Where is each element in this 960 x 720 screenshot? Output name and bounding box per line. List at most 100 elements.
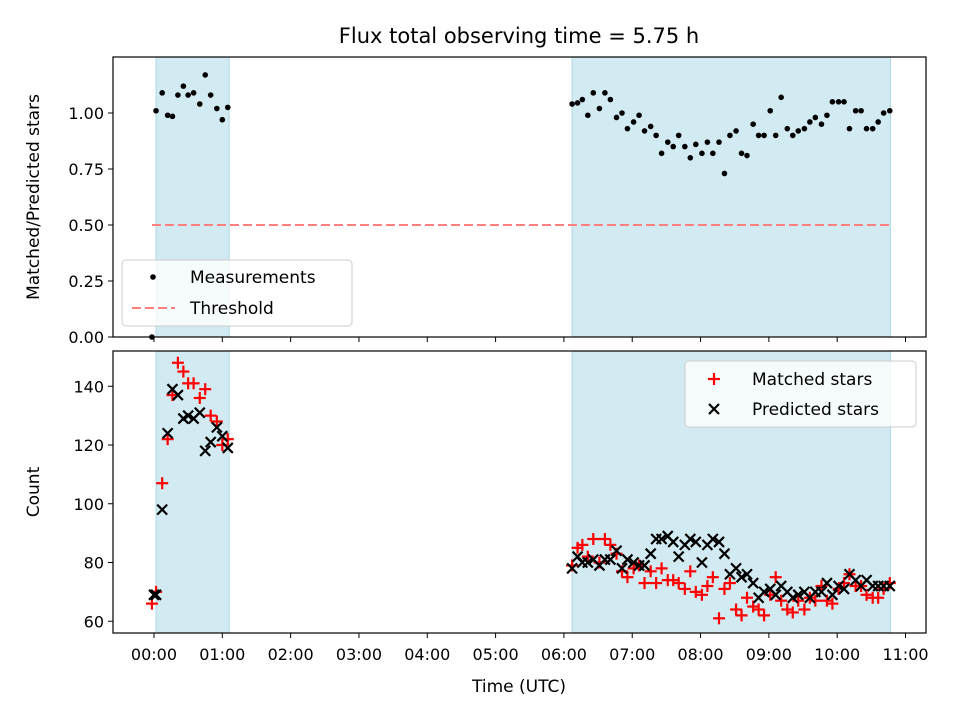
predicted-star-point [769,589,782,601]
bottom-panel: 60 80 100 120 140 00:00 01:00 02:00 03:00 04:00 0… [24,350,929,697]
measurement-point [613,114,620,121]
measurement-point [835,99,842,105]
measurement-point [812,114,819,121]
predicted-star-point [758,586,770,598]
x-tick-label: 08:00 [677,645,723,664]
bottom-y-tick-label: 120 [73,436,104,455]
matched-star-point [678,582,691,595]
measurement-point [721,170,728,177]
measurement-point [716,139,722,145]
matched-star-point [177,365,190,378]
x-tick-label: 04:00 [404,645,450,664]
measurement-point [738,150,745,157]
measurement-point [789,132,796,139]
top-axes-frame [112,56,927,338]
measurement-point [807,119,813,125]
predicted-star-point [815,586,828,598]
top-y-axis-label: Matched/Predicted stars [24,94,44,300]
predicted-star-point [627,556,640,569]
predicted-star-point [707,533,719,545]
matched-star-point [621,571,634,584]
top-panel: 0.00 0.25 0.50 0.75 1.00 Matched/Predicted s… [24,56,927,347]
legend-measurements-label: Measurements [190,268,316,288]
bottom-y-tick-label: 60 [84,612,104,631]
measurement-point [579,96,586,103]
predicted-star-point [621,553,634,566]
matched-star-point [638,577,651,590]
measurement-point [863,125,870,132]
legend-matched-label: Matched stars [752,370,872,390]
matched-star-point [161,433,174,446]
measurement-point [778,94,784,101]
predicted-star-point [792,589,805,601]
measurement-point [886,107,893,114]
matched-star-point [758,609,771,622]
measurement-point [795,128,802,134]
predicted-star-point [884,580,896,592]
measurement-point [733,128,739,134]
measurement-point [704,139,711,145]
matched-star-point [735,609,748,622]
measurement-point [636,112,642,119]
measurement-point [569,101,575,107]
matched-star-point [718,582,731,595]
measurement-point [202,72,209,78]
predicted-star-point [747,577,759,589]
matched-star-point [598,533,611,545]
measurement-point [710,150,716,157]
bottom-y-tick-label: 100 [73,495,104,514]
measurement-point [596,105,603,112]
measurement-point [153,107,159,114]
legend-predicted-marker [708,403,720,415]
bottom-axes-frame [112,350,927,634]
top-y-tick-label: 0.00 [68,328,104,347]
predicted-star-point [204,436,217,448]
measurement-point [846,125,853,132]
matched-star-point [655,562,668,575]
measurement-point [630,119,637,125]
top-shaded-interval [571,56,891,338]
top-y-tick-label: 0.25 [68,272,104,291]
x-tick-label: 03:00 [336,645,382,664]
measurement-point [670,143,677,150]
measurement-point [590,90,597,96]
legend-measurements-marker [150,274,156,280]
measurement-point [164,112,171,119]
matched-star-point [644,565,657,578]
top-legend-box [121,259,353,327]
matched-star-point [204,409,217,422]
predicted-star-point [667,536,679,548]
predicted-star-point [604,553,617,566]
measurement-point [818,121,825,127]
matched-star-point [171,356,184,369]
predicted-star-point [696,556,708,569]
measurement-point [682,143,688,150]
matched-star-point [199,383,212,396]
predicted-star-point [644,547,657,560]
top-y-tick-label: 1.00 [68,104,104,123]
x-tick-label: 11:00 [882,645,928,664]
measurement-point [727,132,733,139]
bottom-shaded-interval [155,350,230,634]
matched-star-point [798,603,811,616]
predicted-star-point [148,589,160,601]
predicted-star-point [156,503,168,516]
matched-star-point [701,580,714,592]
measurement-point [207,92,214,98]
matched-star-point [193,392,206,404]
measurement-point [585,112,591,119]
measurement-point [619,110,625,116]
measurement-point [653,132,659,139]
predicted-star-point [689,536,702,548]
x-tick-label: 05:00 [473,645,519,664]
measurement-point [190,90,197,96]
predicted-star-point [826,589,839,601]
matched-star-point [723,577,736,590]
bottom-legend-box [684,360,917,428]
measurement-point [647,123,654,130]
matched-star-point [752,603,765,616]
measurement-point [185,92,191,98]
predicted-star-point [172,389,184,401]
measurement-point [880,110,887,116]
